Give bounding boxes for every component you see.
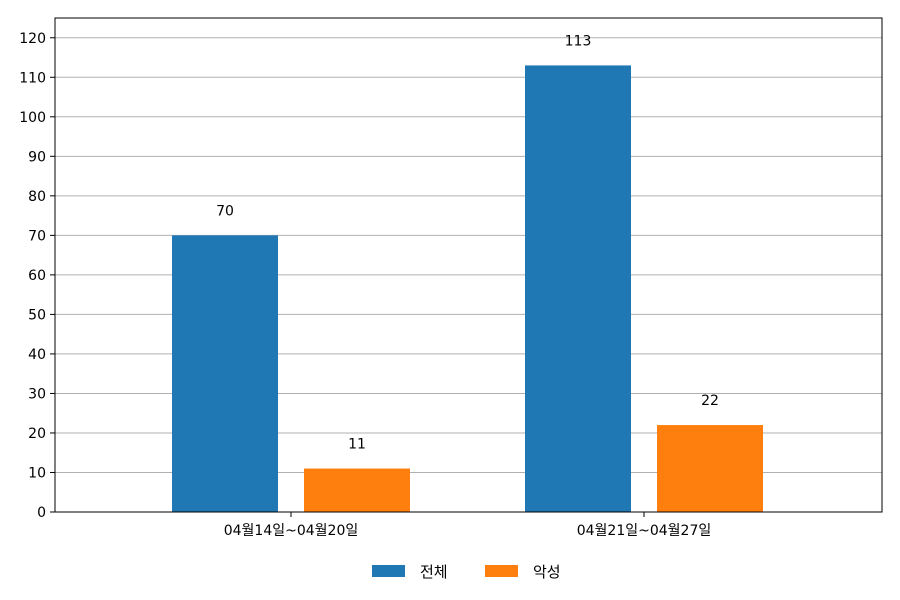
y-tick-label: 90 xyxy=(28,149,46,165)
legend: 전체 악성 xyxy=(372,563,561,581)
y-tick-label: 0 xyxy=(37,505,46,521)
data-labels: 70 11 113 22 xyxy=(216,33,719,452)
x-axis: 04월14일~04월20일 04월21일~04월27일 xyxy=(224,512,712,539)
y-tick-label: 20 xyxy=(28,426,46,442)
bar-total-0 xyxy=(172,235,278,513)
x-tick-label: 04월14일~04월20일 xyxy=(224,523,359,539)
y-axis: 0 10 20 30 40 50 60 70 80 90 100 110 120 xyxy=(19,31,55,521)
y-tick-label: 110 xyxy=(19,70,46,86)
bar-malicious-0 xyxy=(304,468,410,512)
bar-malicious-1 xyxy=(657,425,763,512)
bars xyxy=(172,65,763,513)
bar-value-label: 11 xyxy=(348,437,366,453)
y-tick-label: 120 xyxy=(19,31,46,47)
y-tick-label: 50 xyxy=(28,307,46,323)
bar-value-label: 113 xyxy=(565,33,592,49)
bar-value-label: 70 xyxy=(216,203,234,219)
y-tick-label: 10 xyxy=(28,465,46,481)
y-tick-label: 30 xyxy=(28,386,46,402)
y-tick-label: 70 xyxy=(28,228,46,244)
x-tick-label: 04월21일~04월27일 xyxy=(577,523,712,539)
y-tick-label: 40 xyxy=(28,347,46,363)
y-tick-label: 80 xyxy=(28,189,46,205)
bar-value-label: 22 xyxy=(701,393,719,409)
plot-area-frame xyxy=(54,17,883,513)
y-tick-label: 100 xyxy=(19,110,46,126)
legend-label: 악성 xyxy=(533,563,561,581)
bar-total-1 xyxy=(525,65,631,512)
legend-swatch xyxy=(372,565,405,577)
legend-swatch xyxy=(485,565,518,577)
y-tick-label: 60 xyxy=(28,268,46,284)
legend-label: 전체 xyxy=(420,563,448,581)
